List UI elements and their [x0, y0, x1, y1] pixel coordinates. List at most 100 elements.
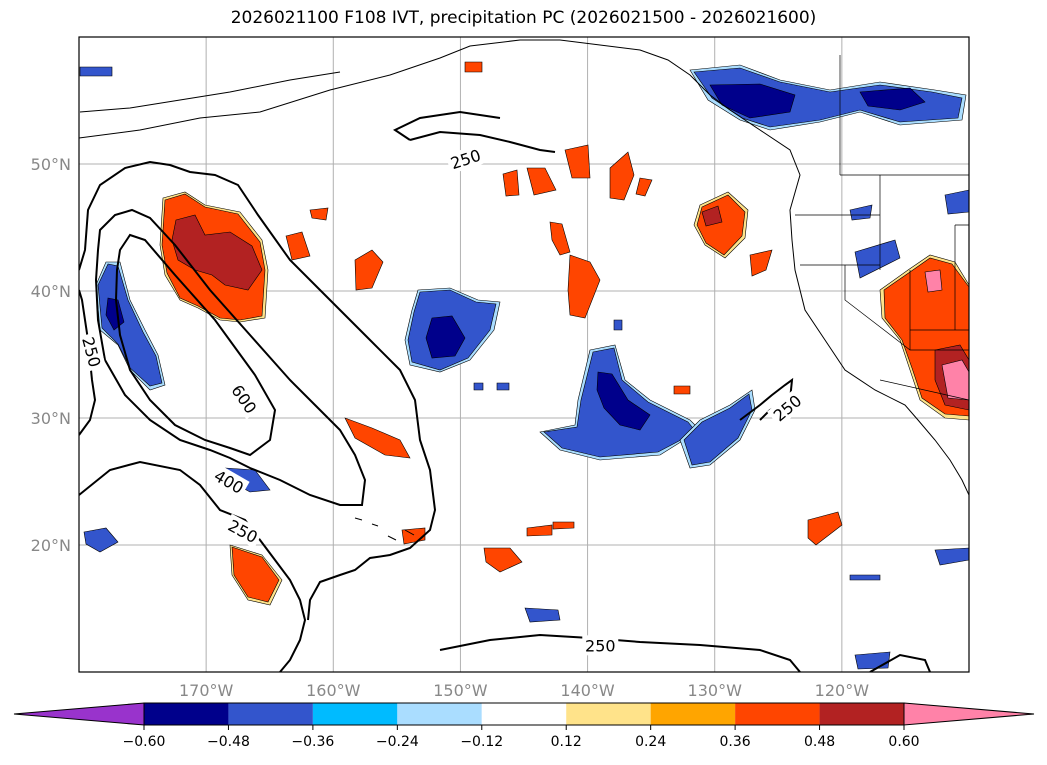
colorbar-tick-label: −0.36 — [291, 734, 334, 750]
positive-anomaly-region — [609, 151, 635, 201]
positive-anomaly-region — [285, 231, 311, 261]
negative-anomaly-region — [83, 527, 119, 553]
negative-anomaly-region — [496, 382, 510, 391]
positive-anomaly-region — [749, 249, 773, 277]
contour-label: 250 — [582, 635, 619, 656]
colorbar-segment — [144, 703, 229, 725]
contour-label-background — [208, 463, 250, 500]
colorbar-tick-label: −0.24 — [376, 734, 419, 750]
negative-anomaly-region — [473, 382, 484, 391]
us-canada-border — [839, 55, 969, 176]
strong-positive-anomaly-region — [701, 205, 723, 227]
contour-label: 600 — [225, 378, 263, 420]
ivt-250-contour — [409, 130, 556, 153]
colorbar-segment — [228, 703, 313, 725]
colorbar-frame — [143, 702, 905, 726]
negative-anomaly-region — [524, 607, 561, 623]
colorbar-segment — [481, 703, 567, 725]
positive-anomaly-region — [549, 221, 571, 256]
colorbar-segment — [819, 703, 904, 725]
colorbar: −0.60 −0.48 −0.36 −0.24 −0.12 0.12 0.24 0.36 0.4… — [13, 702, 1035, 750]
contour-label-background — [225, 378, 263, 420]
political-borders — [795, 55, 969, 401]
ivt-600-contour — [114, 233, 277, 457]
ocean-background — [79, 37, 969, 672]
longitude-tick-label: 130°W — [688, 681, 743, 700]
positive-anomaly-region — [564, 144, 591, 179]
negative-anomaly-region — [849, 204, 873, 221]
colorbar-tick-label: −0.60 — [123, 734, 166, 750]
positive-anomaly-region — [673, 385, 691, 395]
ivt-250-contour — [79, 160, 437, 621]
positive-anomaly-region — [464, 61, 483, 73]
aleutian-islands — [79, 71, 341, 113]
positive-anomaly-region — [344, 417, 411, 459]
positive-anomaly-region — [309, 207, 329, 221]
colorbar-low-extend — [13, 702, 145, 726]
colorbar-tick-label: 0.12 — [551, 734, 582, 750]
colorbar-segment — [566, 703, 651, 725]
latitude-tick-label: 20°N — [31, 536, 71, 555]
positive-anomaly-region — [552, 521, 575, 530]
negative-anomaly-region — [934, 547, 969, 566]
longitude-tick-label: 120°W — [815, 681, 870, 700]
colorbar-segment — [650, 703, 736, 725]
ivt-250-contour — [439, 633, 801, 672]
colorbar-tick-label: −0.12 — [460, 734, 503, 750]
map-frame — [78, 36, 970, 673]
longitude-tick-label: 140°W — [560, 681, 615, 700]
ivt-250-contour — [79, 289, 97, 436]
contour-label-background — [766, 388, 808, 428]
positive-anomaly-region — [807, 511, 843, 546]
negative-anomaly-region — [944, 189, 969, 215]
precip-anomaly-fills — [79, 61, 969, 670]
negative-anomaly-region — [97, 263, 163, 387]
page-title: 2026021100 F108 IVT, precipitation PC (2… — [230, 8, 817, 28]
latitude-tick-label: 50°N — [31, 155, 71, 174]
strong-positive-anomaly-region — [171, 214, 263, 291]
colorbar-tick-label: 0.60 — [888, 734, 919, 750]
contour-label-background — [77, 331, 107, 372]
ivt-250-contour — [79, 460, 307, 672]
colorbar-segment — [397, 703, 482, 725]
strong-negative-anomaly-region — [709, 83, 796, 119]
colorbar-tick-label: 0.48 — [804, 734, 835, 750]
contour-label-background — [222, 513, 264, 549]
negative-anomaly-region — [854, 651, 891, 670]
longitude-tick-label: 160°W — [306, 681, 361, 700]
contour-label-text: 250 — [585, 636, 616, 655]
north-america-coastline — [79, 39, 969, 496]
ivt-contours — [79, 110, 931, 672]
extreme-positive-anomaly-region — [924, 269, 943, 293]
positive-anomaly-region — [635, 177, 653, 197]
positive-anomaly-region — [483, 547, 523, 573]
positive-anomaly-region — [231, 546, 280, 603]
strong-negative-anomaly-region — [859, 87, 926, 111]
latitude-tick-label: 40°N — [31, 282, 71, 301]
contour-label-background — [582, 635, 619, 656]
positive-anomaly-region — [526, 524, 553, 537]
colorbar-segment — [312, 703, 398, 725]
latitude-labels: 50°N 40°N 30°N 20°N — [31, 155, 71, 555]
positive-anomaly-region — [502, 169, 520, 197]
longitude-tick-label: 150°W — [433, 681, 488, 700]
positive-anomaly-region — [567, 254, 601, 319]
negative-anomaly-region — [854, 239, 901, 279]
positive-anomaly-region — [526, 167, 557, 196]
strong-negative-anomaly-region — [596, 371, 651, 431]
colorbar-tick-label: 0.24 — [635, 734, 666, 750]
gridlines — [79, 37, 969, 672]
contour-label-background — [445, 143, 486, 174]
colorbar-tick-label: 0.36 — [720, 734, 751, 750]
longitude-labels: 170°W 160°W 150°W 140°W 130°W 120°W — [179, 681, 869, 700]
coastlines — [79, 39, 969, 541]
colorbar-tick-label: −0.48 — [207, 734, 250, 750]
negative-anomaly-region — [613, 319, 623, 331]
ivt-250-contour — [392, 110, 501, 141]
longitude-tick-label: 170°W — [179, 681, 234, 700]
positive-anomaly-region — [354, 249, 384, 291]
hawaiian-islands — [354, 517, 415, 541]
us-state-borders — [795, 175, 969, 401]
